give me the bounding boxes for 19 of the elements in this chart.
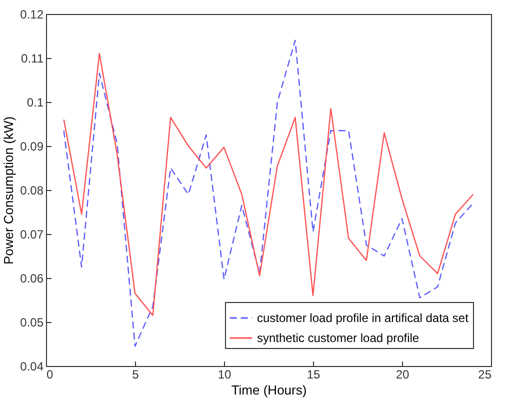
- x-tick-label: 10: [218, 368, 232, 382]
- y-tick-label: 0.08: [20, 184, 44, 198]
- y-axis-title: Power Consumption (kW): [1, 116, 16, 265]
- y-tick-label: 0.07: [20, 228, 44, 242]
- y-tick-label: 0.04: [20, 360, 44, 374]
- x-axis-title: Time (Hours): [231, 382, 307, 398]
- y-tick-label: 0.05: [20, 316, 44, 330]
- y-tick-label: 0.06: [20, 272, 44, 286]
- x-tick-label: 5: [132, 368, 140, 382]
- x-tick-label: 25: [478, 368, 492, 382]
- legend-label: customer load profile in artifical data set: [257, 311, 470, 325]
- x-tick-label: 0: [46, 368, 54, 382]
- x-tick-label: 20: [396, 368, 410, 382]
- y-tick-label: 0.1: [26, 96, 44, 110]
- x-tick-label: 15: [306, 368, 320, 382]
- legend-label: synthetic customer load profile: [257, 331, 420, 345]
- y-tick-label: 0.09: [20, 140, 44, 154]
- y-tick-label: 0.11: [21, 52, 44, 66]
- y-tick-label: 0.12: [20, 8, 44, 22]
